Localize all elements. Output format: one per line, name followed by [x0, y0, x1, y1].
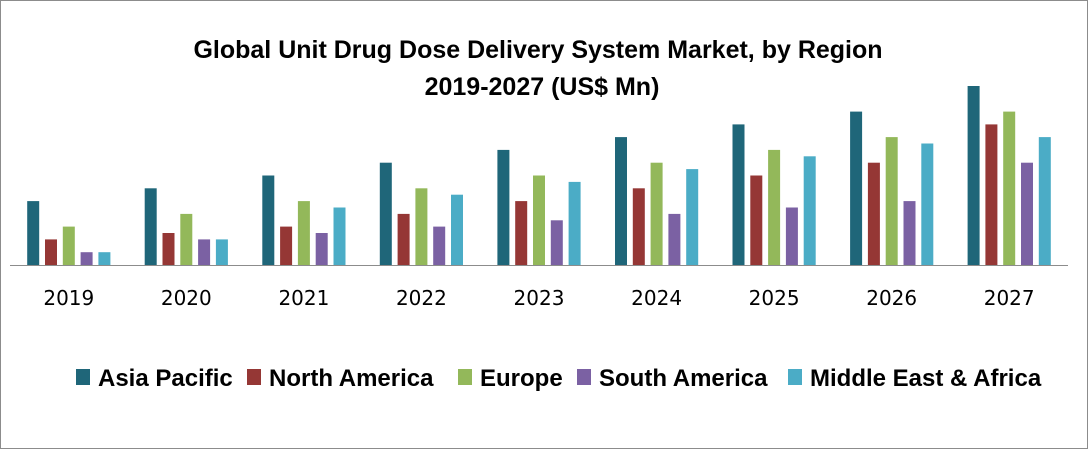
bar-2022-asia-pacific — [379, 162, 392, 265]
legend-swatch — [76, 369, 90, 385]
legend-label: Asia Pacific — [98, 365, 233, 392]
x-tick-label-2025: 2025 — [749, 286, 800, 310]
x-tick-label-2019: 2019 — [43, 286, 94, 310]
bar-2022-europe — [415, 188, 428, 265]
bar-2019-asia-pacific — [27, 201, 40, 265]
bar-2027-asia-pacific — [967, 86, 980, 265]
legend-item-north-america: North America — [247, 365, 434, 392]
bar-2021-asia-pacific — [262, 175, 275, 265]
chart-subtitle: 2019-2027 (US$ Mn) — [425, 73, 660, 101]
legend-swatch — [577, 369, 591, 385]
bar-2020-south-america — [198, 239, 211, 265]
bars-layer — [27, 86, 1051, 266]
bar-2027-europe — [1003, 111, 1016, 265]
bar-2023-south-america — [550, 220, 563, 266]
bar-2020-asia-pacific — [144, 188, 157, 265]
x-tick-label-2022: 2022 — [396, 286, 447, 310]
bar-2026-north-america — [867, 162, 880, 265]
bar-2026-middle-east-africa — [921, 143, 934, 265]
bar-2019-europe — [62, 226, 75, 265]
bar-2024-north-america — [632, 188, 645, 265]
legend-swatch — [458, 369, 472, 385]
legend-label: North America — [269, 365, 434, 392]
bar-2023-asia-pacific — [497, 149, 510, 265]
legend: Asia Pacific North America Europe South Ame… — [76, 365, 1042, 392]
bar-2025-south-america — [785, 207, 798, 265]
bar-2022-south-america — [433, 226, 446, 265]
chart-title: Global Unit Drug Dose Delivery System Ma… — [193, 36, 882, 64]
legend-swatch — [788, 369, 802, 385]
x-tick-label-2021: 2021 — [278, 286, 329, 310]
bar-2021-middle-east-africa — [333, 207, 346, 265]
legend-item-middle-east-africa: Middle East & Africa — [788, 365, 1042, 392]
legend-item-europe: Europe — [458, 365, 563, 392]
bar-2023-europe — [533, 175, 545, 265]
bar-2023-north-america — [515, 201, 528, 265]
bar-2025-middle-east-africa — [803, 156, 816, 265]
bar-2020-europe — [180, 213, 193, 265]
bar-2024-south-america — [668, 213, 681, 265]
x-tick-labels: 2019 2020 2021 2022 2023 2024 2025 2026 2027 — [43, 286, 1034, 310]
bar-2019-south-america — [80, 252, 93, 265]
legend-label: Europe — [480, 365, 563, 392]
bar-2021-europe — [297, 201, 310, 265]
bar-2022-north-america — [397, 213, 410, 265]
bar-2024-middle-east-africa — [686, 169, 699, 265]
bar-2023-middle-east-africa — [568, 181, 581, 265]
x-tick-label-2023: 2023 — [514, 286, 565, 310]
bar-2026-europe — [885, 137, 898, 265]
bar-2022-middle-east-africa — [451, 194, 463, 265]
bar-2024-asia-pacific — [615, 137, 627, 265]
bar-2026-asia-pacific — [850, 111, 863, 265]
bar-2027-middle-east-africa — [1038, 137, 1051, 265]
bar-2025-europe — [768, 149, 781, 265]
bar-2020-middle-east-africa — [215, 239, 228, 265]
bar-2020-north-america — [162, 233, 175, 265]
x-tick-label-2026: 2026 — [866, 286, 917, 310]
x-tick-label-2020: 2020 — [161, 286, 212, 310]
bar-2025-asia-pacific — [732, 124, 745, 266]
bar-2024-europe — [650, 162, 663, 265]
legend-item-asia-pacific: Asia Pacific — [76, 365, 233, 392]
bar-2027-north-america — [985, 124, 998, 266]
bar-2027-south-america — [1021, 162, 1033, 265]
x-tick-label-2027: 2027 — [984, 286, 1035, 310]
bar-2021-south-america — [315, 233, 328, 265]
bar-2019-north-america — [45, 239, 57, 265]
legend-label: South America — [599, 365, 768, 392]
legend-item-south-america: South America — [577, 365, 768, 392]
bar-2025-north-america — [750, 175, 763, 265]
bar-2021-north-america — [280, 226, 293, 265]
bar-2019-middle-east-africa — [98, 252, 111, 265]
x-tick-label-2024: 2024 — [631, 286, 682, 310]
bar-2026-south-america — [903, 201, 916, 265]
legend-label: Middle East & Africa — [810, 365, 1042, 392]
legend-swatch — [247, 369, 261, 385]
